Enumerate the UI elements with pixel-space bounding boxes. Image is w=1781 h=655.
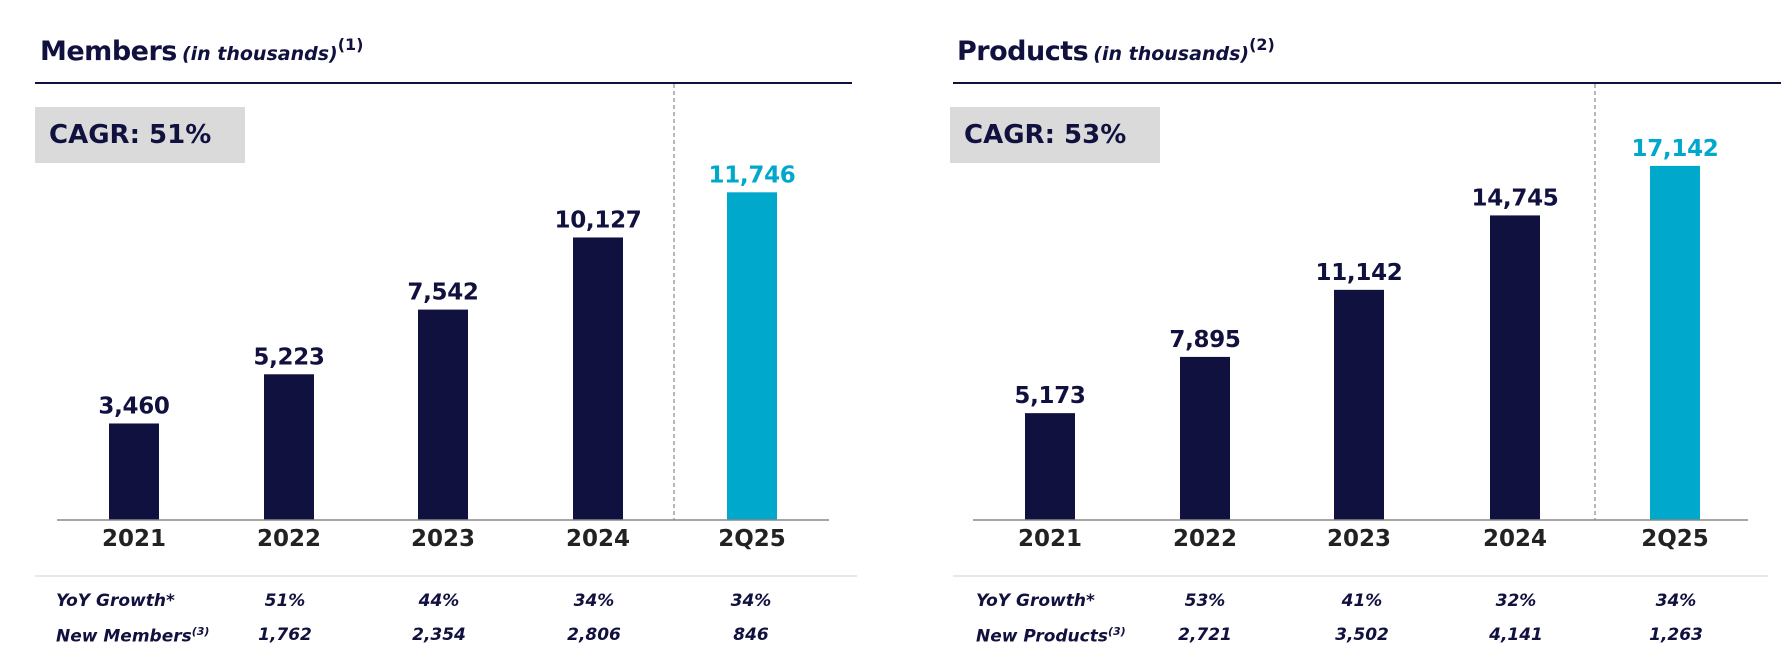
bar [1180,356,1230,520]
data-label: 7,542 [407,280,478,306]
x-tick-label: 2023 [411,526,475,552]
yoy-growth-label: YoY Growth* [976,591,1095,611]
data-label: 5,223 [253,344,324,370]
products-bar-chart: 5,173 2021 7,895 2022 11,142 2023 14,745 2024 17… [953,82,1781,577]
bar [1025,413,1075,520]
yoy-growth-value: 34% [573,591,615,611]
data-label: 10,127 [555,207,642,233]
bar [1650,165,1700,520]
new-products-value: 3,502 [1335,625,1389,645]
yoy-growth-label: YoY Growth* [56,591,175,611]
yoy-growth-value: 51% [264,591,306,611]
chart-title: Products [957,36,1089,67]
data-label: 3,460 [98,393,169,419]
new-members-value: 2,806 [567,625,621,645]
members-panel: Members (in thousands)(1) CAGR: 51% 3,46… [0,0,880,655]
yoy-growth-value: 53% [1184,591,1226,611]
yoy-growth-value: 41% [1341,591,1383,611]
data-label: 11,746 [709,162,796,188]
x-tick-label: 2024 [566,526,630,552]
bar [573,237,623,520]
x-tick-label: 2Q25 [718,526,786,552]
new-products-value: 2,721 [1178,625,1232,645]
new-members-value: 1,762 [258,625,312,645]
x-tick-label: 2022 [257,526,321,552]
data-label: 14,745 [1472,185,1559,211]
yoy-growth-value: 34% [1655,591,1697,611]
new-products-label: New Products(3) [976,625,1126,647]
footnote-ref: (2) [1249,34,1275,54]
row-label-text: New Members [56,626,192,647]
new-members-value: 2,354 [412,625,466,645]
footnote-ref: (3) [1107,625,1126,638]
bar [109,423,159,520]
cagr-badge: CAGR: 53% [950,107,1160,163]
x-tick-label: 2021 [102,526,166,552]
products-panel: Products (in thousands)(2) CAGR: 53% 5,1… [912,0,1781,655]
cagr-badge: CAGR: 51% [35,107,245,163]
bar [418,309,468,520]
yoy-growth-value: 34% [730,591,772,611]
new-products-value: 1,263 [1649,625,1703,645]
x-tick-label: 2022 [1173,526,1237,552]
x-tick-label: 2024 [1483,526,1547,552]
chart-subtitle: (in thousands) [1093,43,1250,65]
new-members-label: New Members(3) [56,625,209,647]
bar [727,192,777,521]
data-label: 5,173 [1014,383,1085,409]
row-label-text: New Products [976,626,1108,647]
yoy-growth-value: 32% [1495,591,1537,611]
data-label: 11,142 [1316,260,1403,286]
members-title: Members (in thousands)(1) [40,34,364,67]
bar [264,374,314,520]
new-members-value: 846 [733,625,769,645]
bar [1334,289,1384,520]
data-label: 17,142 [1632,136,1719,162]
chart-subtitle: (in thousands) [181,43,338,65]
x-tick-label: 2023 [1327,526,1391,552]
footnote-ref: (1) [337,34,364,54]
x-tick-label: 2Q25 [1641,526,1709,552]
yoy-growth-value: 44% [418,591,460,611]
new-products-value: 4,141 [1489,625,1543,645]
bar [1490,215,1540,521]
chart-title: Members [40,36,177,67]
footnote-ref: (3) [191,625,210,638]
products-title: Products (in thousands)(2) [957,34,1275,67]
data-label: 7,895 [1169,327,1240,353]
members-bar-chart: 3,460 2021 5,223 2022 7,542 2023 10,127 2024 11,… [35,82,857,577]
x-tick-label: 2021 [1018,526,1082,552]
